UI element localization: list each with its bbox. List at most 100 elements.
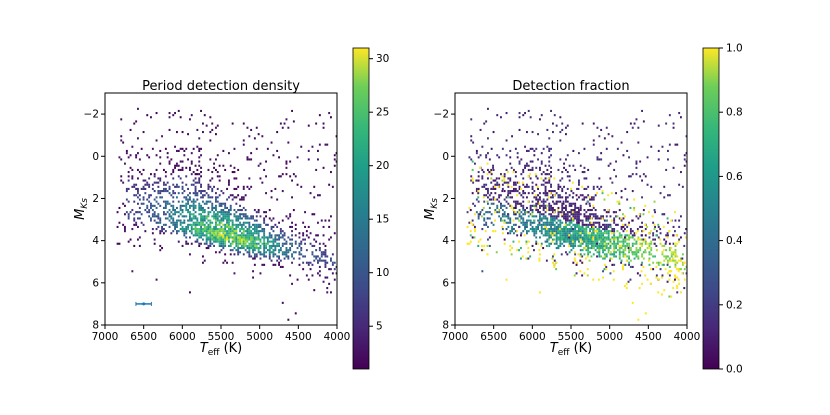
heatmap-cell bbox=[570, 187, 572, 190]
heatmap-cell bbox=[218, 238, 221, 241]
heatmap-cell bbox=[492, 198, 495, 201]
heatmap-cell bbox=[633, 209, 636, 212]
heatmap-cell bbox=[529, 173, 532, 176]
heatmap-cell bbox=[678, 112, 681, 115]
heatmap-cell bbox=[266, 223, 269, 226]
heatmap-cell bbox=[513, 228, 515, 231]
heatmap-cell bbox=[168, 187, 171, 190]
heatmap-cell bbox=[548, 204, 551, 207]
heatmap-cell bbox=[281, 219, 284, 222]
heatmap-cell bbox=[533, 219, 535, 222]
heatmap-cell bbox=[237, 240, 240, 243]
heatmap-cell bbox=[129, 211, 132, 214]
heatmap-cell bbox=[477, 244, 480, 247]
heatmap-cell bbox=[623, 255, 626, 258]
heatmap-cell bbox=[520, 221, 523, 224]
heatmap-cell bbox=[246, 244, 249, 247]
heatmap-cell bbox=[266, 147, 269, 150]
heatmap-cell bbox=[207, 244, 210, 247]
heatmap-cell bbox=[239, 247, 241, 250]
heatmap-cell bbox=[674, 244, 677, 247]
heatmap-cell bbox=[555, 240, 558, 243]
heatmap-cell bbox=[661, 251, 664, 254]
heatmap-cell bbox=[529, 168, 532, 171]
heatmap-cell bbox=[583, 223, 586, 226]
heatmap-cell bbox=[194, 217, 197, 220]
heatmap-cell bbox=[644, 274, 647, 277]
heatmap-cell bbox=[544, 230, 547, 233]
heatmap-cell bbox=[624, 240, 627, 243]
heatmap-cell bbox=[215, 219, 217, 222]
heatmap-cell bbox=[237, 215, 240, 218]
heatmap-cell bbox=[205, 240, 208, 243]
heatmap-cell bbox=[548, 242, 551, 245]
heatmap-cell bbox=[272, 244, 275, 247]
heatmap-cell bbox=[205, 221, 208, 224]
heatmap-cell bbox=[488, 236, 491, 239]
heatmap-cell bbox=[263, 221, 266, 224]
heatmap-cell bbox=[585, 230, 588, 233]
heatmap-cell bbox=[548, 181, 551, 184]
heatmap-cell bbox=[568, 219, 571, 222]
heatmap-cell bbox=[179, 147, 182, 150]
heatmap-cell bbox=[488, 217, 491, 220]
heatmap-cell bbox=[574, 206, 577, 209]
heatmap-cell bbox=[181, 209, 184, 212]
heatmap-cell bbox=[218, 242, 221, 245]
heatmap-cell bbox=[333, 261, 336, 264]
heatmap-cell bbox=[620, 234, 623, 237]
heatmap-cell bbox=[657, 124, 660, 127]
heatmap-cell bbox=[639, 175, 642, 178]
heatmap-cell bbox=[547, 238, 550, 241]
heatmap-cell bbox=[237, 209, 240, 212]
heatmap-cell bbox=[278, 236, 280, 239]
heatmap-cell bbox=[638, 287, 641, 290]
heatmap-cell bbox=[466, 242, 469, 245]
heatmap-cell bbox=[676, 143, 679, 146]
heatmap-cell bbox=[680, 171, 682, 174]
heatmap-cell bbox=[642, 265, 645, 268]
heatmap-cell bbox=[522, 217, 525, 220]
colorbar-tick-label: 10 bbox=[376, 267, 389, 279]
heatmap-cell bbox=[514, 187, 517, 190]
heatmap-cell bbox=[241, 196, 243, 199]
heatmap-cell bbox=[231, 223, 234, 226]
heatmap-cell bbox=[196, 221, 199, 224]
heatmap-cell bbox=[276, 149, 279, 152]
heatmap-cell bbox=[635, 251, 638, 254]
heatmap-cell bbox=[561, 206, 564, 209]
heatmap-cell bbox=[224, 225, 227, 228]
heatmap-cell bbox=[228, 234, 230, 237]
heatmap-cell bbox=[331, 263, 334, 266]
heatmap-cell bbox=[228, 230, 230, 233]
heatmap-cell bbox=[628, 175, 630, 178]
heatmap-cell bbox=[591, 228, 593, 231]
heatmap-cell bbox=[501, 232, 504, 235]
heatmap-cell bbox=[176, 211, 178, 214]
heatmap-cell bbox=[526, 221, 528, 224]
heatmap-cell bbox=[198, 236, 201, 239]
heatmap-cell bbox=[200, 232, 202, 235]
heatmap-cell bbox=[252, 251, 254, 254]
heatmap-cell bbox=[620, 141, 623, 144]
heatmap-cell bbox=[550, 154, 552, 157]
heatmap-cell bbox=[486, 217, 489, 220]
heatmap-cell bbox=[181, 228, 184, 231]
heatmap-cell bbox=[487, 152, 489, 155]
heatmap-cell bbox=[592, 253, 595, 256]
heatmap-cell bbox=[661, 145, 664, 148]
heatmap-cell bbox=[266, 242, 269, 245]
heatmap-cell bbox=[616, 230, 619, 233]
heatmap-cell bbox=[516, 156, 519, 159]
heatmap-cell bbox=[168, 162, 171, 165]
heatmap-cell bbox=[183, 154, 186, 157]
heatmap-cell bbox=[274, 223, 277, 226]
heatmap-cell bbox=[259, 238, 262, 241]
heatmap-cell bbox=[568, 223, 571, 226]
heatmap-cell bbox=[498, 200, 501, 203]
heatmap-cell bbox=[651, 215, 654, 218]
heatmap-cell bbox=[202, 261, 204, 264]
heatmap-cell bbox=[553, 263, 556, 266]
heatmap-cell bbox=[522, 192, 525, 195]
heatmap-cell bbox=[150, 116, 152, 119]
